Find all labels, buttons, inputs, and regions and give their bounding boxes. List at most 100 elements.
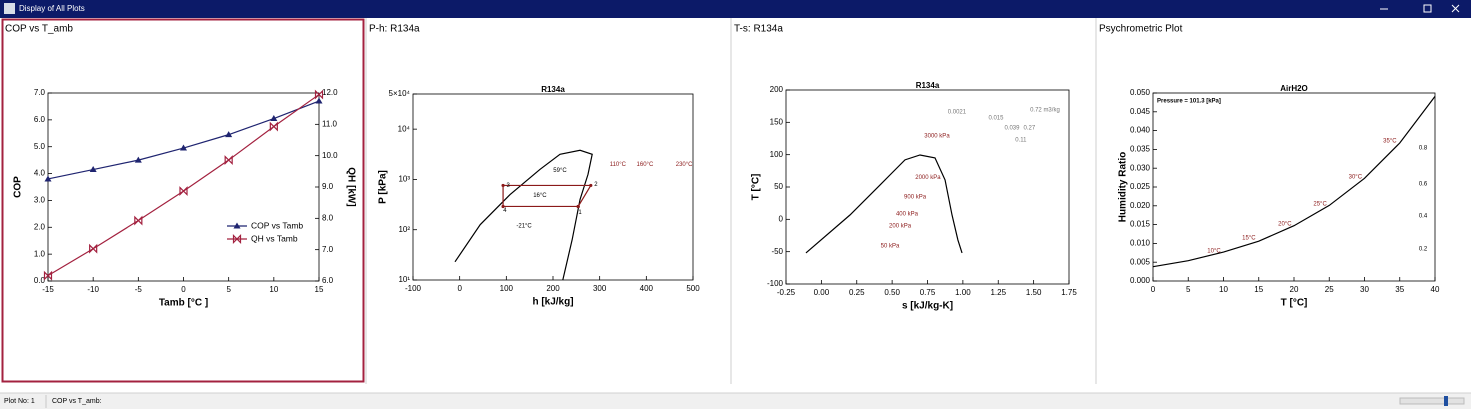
- panel-title[interactable]: COP vs T_amb: [5, 24, 73, 35]
- y-tick-label: 3.0: [34, 196, 46, 205]
- plot-area: [47, 92, 320, 282]
- annotation: 2000 kPa: [915, 175, 941, 181]
- marker: [180, 144, 187, 151]
- y-tick-label: 5.0: [34, 142, 46, 151]
- x-tick-label: 5: [1186, 285, 1191, 294]
- x-tick-label: 35: [1395, 285, 1404, 294]
- annotation: 0.0021: [948, 110, 967, 116]
- x-tick-label: -0.25: [777, 288, 796, 297]
- annotation: 20°C: [1278, 221, 1292, 227]
- y-tick-label: 10¹: [398, 275, 410, 284]
- y-tick-label: 10³: [398, 175, 410, 184]
- marker: [179, 186, 188, 197]
- annotation: 160°C: [637, 162, 654, 168]
- marker: [44, 175, 52, 182]
- annotation: 10°C: [1207, 248, 1221, 254]
- annotation: 3: [507, 183, 511, 189]
- x-tick-label: 25: [1325, 285, 1334, 294]
- marker: [225, 131, 233, 138]
- marker: [589, 183, 593, 188]
- chart-title: R134a: [916, 81, 940, 90]
- annotation: 35°C: [1383, 139, 1397, 145]
- y-tick-label: -100: [767, 279, 784, 288]
- y-tick-label: -50: [771, 247, 783, 256]
- y-axis-label: Humidity Ratio: [1118, 152, 1129, 223]
- y-tick-label: 5×10⁴: [389, 89, 411, 98]
- y-tick-label: 6.0: [34, 115, 46, 124]
- x-tick-label: 30: [1360, 285, 1369, 294]
- y2-tick-label: 8.0: [322, 213, 334, 222]
- title-bar: [0, 0, 1471, 18]
- y-tick-label: 0.050: [1130, 88, 1151, 97]
- x-axis-label: Tamb [°C ]: [159, 298, 208, 309]
- y-tick-label: 0.020: [1130, 201, 1151, 210]
- y-tick-label: 0.005: [1130, 257, 1151, 266]
- marker: [576, 204, 580, 209]
- y-tick-label: 10⁴: [398, 124, 411, 133]
- panel-title[interactable]: Psychrometric Plot: [1099, 24, 1183, 35]
- marker: [270, 115, 278, 122]
- annotation: 0.27: [1024, 126, 1036, 132]
- annotation: 0.6: [1419, 182, 1428, 188]
- x-tick-label: 20: [1290, 285, 1299, 294]
- y-tick-label: 1.0: [34, 249, 46, 258]
- y-axis-label: COP: [13, 176, 24, 198]
- annotation: 400 kPa: [896, 212, 919, 218]
- panel-title[interactable]: T-s: R134a: [734, 24, 783, 35]
- annotation: 2: [594, 182, 598, 188]
- annotation: 4: [503, 208, 507, 214]
- annotation: 0.11: [1015, 137, 1027, 143]
- marker: [269, 121, 278, 132]
- legend-marker: [232, 234, 242, 244]
- zoom-slider[interactable]: [1399, 397, 1465, 405]
- y-tick-label: 0.0: [34, 276, 46, 285]
- y-tick-label: 0.040: [1130, 126, 1151, 135]
- y-tick-label: 100: [770, 150, 784, 159]
- marker: [501, 183, 505, 188]
- x-tick-label: -10: [87, 285, 99, 294]
- annotation: 230°C: [676, 162, 693, 168]
- panel-title[interactable]: P-h: R134a: [369, 24, 420, 35]
- selected-panel-border[interactable]: [1, 18, 365, 383]
- annotation: 25°C: [1313, 201, 1327, 207]
- x-tick-label: 400: [640, 284, 654, 293]
- status-bar: [0, 393, 1471, 409]
- plot-area: [1152, 92, 1436, 282]
- y-tick-label: 0.015: [1130, 220, 1151, 229]
- x-tick-label: 15: [1254, 285, 1263, 294]
- x-tick-label: 1.00: [955, 288, 971, 297]
- annotation: 59°C: [553, 168, 567, 174]
- chart-title: R134a: [541, 85, 565, 94]
- annotation: 3000 kPa: [924, 133, 950, 139]
- x-tick-label: 300: [593, 284, 607, 293]
- x-tick-label: 200: [546, 284, 560, 293]
- status-plot-name: COP vs T_amb:: [52, 398, 102, 405]
- marker: [43, 270, 53, 281]
- close-button[interactable]: [1451, 4, 1460, 13]
- x-tick-label: 0: [457, 284, 462, 293]
- y-tick-label: 7.0: [34, 88, 46, 97]
- annotation: 16°C: [533, 193, 547, 199]
- annotation: 1: [578, 210, 582, 216]
- y-axis-label: P [kPa]: [378, 170, 389, 204]
- x-tick-label: 0.75: [920, 288, 936, 297]
- series-line: [454, 149, 593, 281]
- marker: [134, 156, 142, 163]
- window-title: Display of All Plots: [19, 4, 85, 13]
- y-tick-label: 0: [779, 214, 784, 223]
- annotation: 50 kPa: [881, 243, 900, 249]
- y-tick-label: 0.030: [1130, 163, 1151, 172]
- y2-tick-label: 11.0: [322, 119, 338, 128]
- legend-marker: [233, 222, 241, 229]
- y-tick-label: 0.035: [1130, 145, 1151, 154]
- x-axis-label: h [kJ/kg]: [532, 297, 573, 308]
- y2-tick-label: 9.0: [322, 182, 334, 191]
- y2-tick-label: 12.0: [322, 88, 338, 97]
- app-icon: [4, 3, 15, 14]
- y-tick-label: 10²: [398, 225, 410, 234]
- y2-tick-label: 10.0: [322, 151, 338, 160]
- x-tick-label: 0.50: [884, 288, 900, 297]
- zoom-slider-thumb[interactable]: [1444, 396, 1448, 406]
- series-line: [1152, 96, 1436, 268]
- maximize-button[interactable]: [1423, 4, 1432, 13]
